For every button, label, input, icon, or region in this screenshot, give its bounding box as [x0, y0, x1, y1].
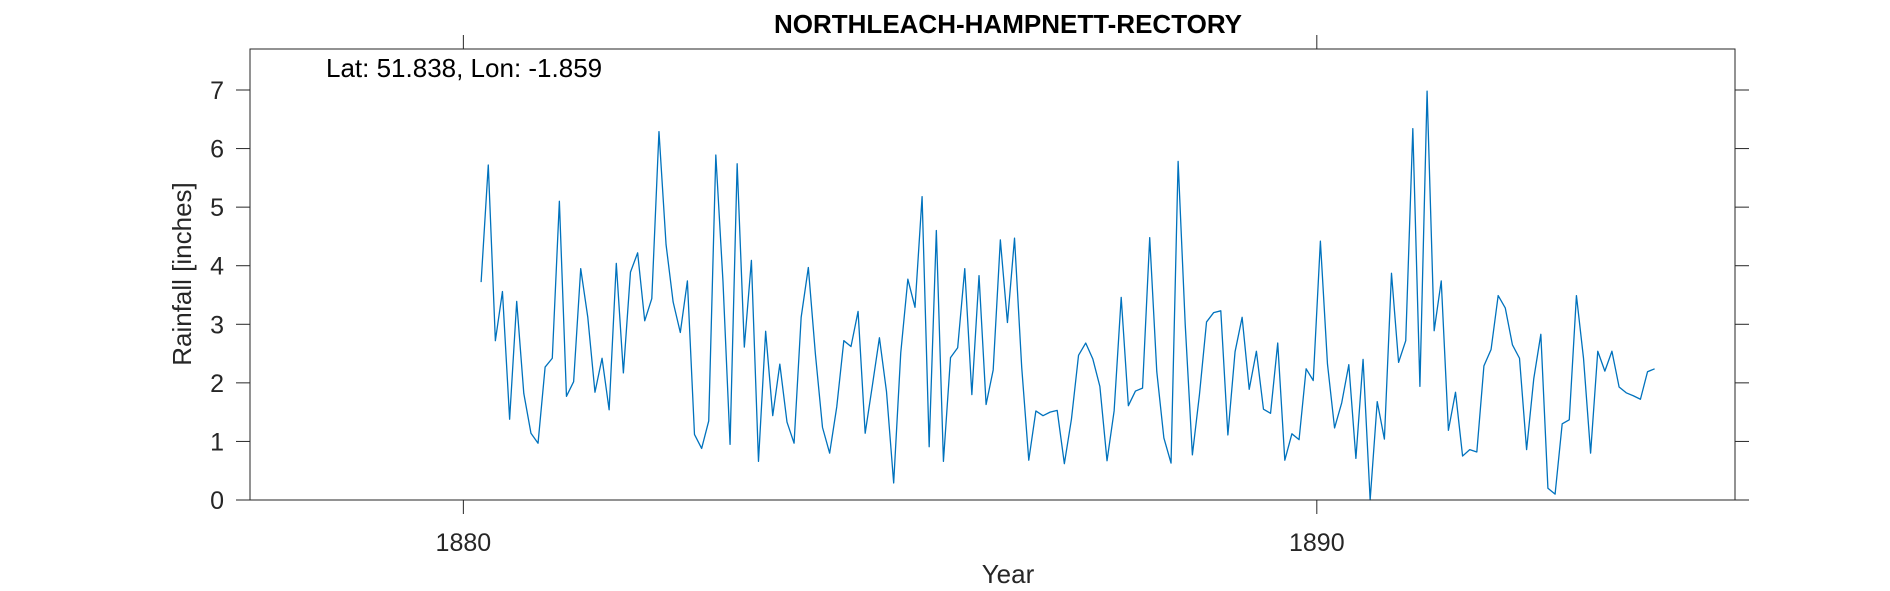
tick-labels: 0 1 2 3 4 5 6 7 1880 1890: [210, 77, 1345, 557]
x-tick-label: 1890: [1289, 529, 1345, 557]
axes-box: [249, 48, 1736, 501]
rainfall-series-line: [480, 90, 1655, 501]
x-tick-label: 1880: [436, 529, 492, 557]
y-axis-label: Rainfall [inches]: [167, 182, 197, 366]
y-tick-label: 0: [210, 487, 224, 515]
chart-title: NORTHLEACH-HAMPNETT-RECTORY: [774, 9, 1242, 39]
location-annotation: Lat: 51.838, Lon: -1.859: [326, 53, 602, 83]
plot-area: 0 1 2 3 4 5 6 7 1880 1890: [210, 35, 1749, 557]
x-axis-label: Year: [982, 559, 1035, 589]
y-tick-label: 4: [210, 253, 224, 281]
y-tick-label: 1: [210, 428, 224, 456]
y-tick-label: 5: [210, 194, 224, 222]
y-tick-label: 7: [210, 77, 224, 105]
axis-ticks: [236, 35, 1749, 514]
y-tick-label: 2: [210, 370, 224, 398]
y-tick-label: 6: [210, 136, 224, 164]
y-tick-label: 3: [210, 311, 224, 339]
